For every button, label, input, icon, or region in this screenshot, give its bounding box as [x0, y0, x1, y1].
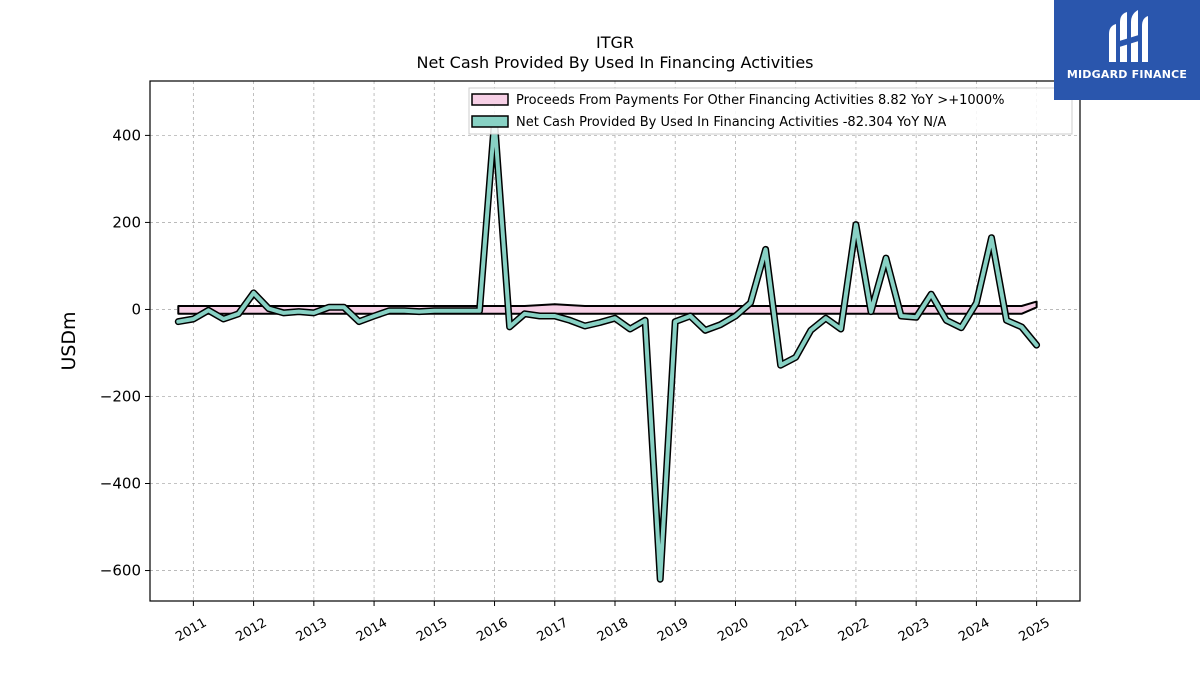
- line-series-net-cash: [176, 118, 1039, 582]
- chart-title: ITGR: [596, 33, 634, 52]
- line-series-layer: [174, 116, 1041, 583]
- logo-text: MIDGARD FINANCE: [1066, 68, 1188, 81]
- legend-label-proceeds: Proceeds From Payments For Other Financi…: [516, 93, 1005, 108]
- y-tick-label: −400: [100, 475, 141, 493]
- legend-swatch-net-cash: [471, 115, 509, 128]
- y-tick-label: 400: [112, 126, 141, 144]
- y-tick-label: 0: [131, 300, 141, 318]
- legend-label-net-cash: Net Cash Provided By Used In Financing A…: [516, 115, 946, 130]
- y-tick-label: 200: [112, 213, 141, 231]
- logo-mark-icon: [1109, 10, 1148, 62]
- y-tick-label: −200: [100, 387, 141, 405]
- y-tick-label: −600: [100, 562, 141, 580]
- chart-subtitle: Net Cash Provided By Used In Financing A…: [416, 53, 813, 72]
- legend: Proceeds From Payments For Other Financi…: [468, 87, 1073, 135]
- y-axis-label: USDm: [58, 311, 80, 370]
- y-axis: 400 200 0 −200 −400 −600: [100, 126, 150, 580]
- legend-swatch-proceeds: [471, 93, 509, 106]
- logo: MIDGARD FINANCE: [1054, 0, 1200, 100]
- legend-box: [468, 87, 1073, 135]
